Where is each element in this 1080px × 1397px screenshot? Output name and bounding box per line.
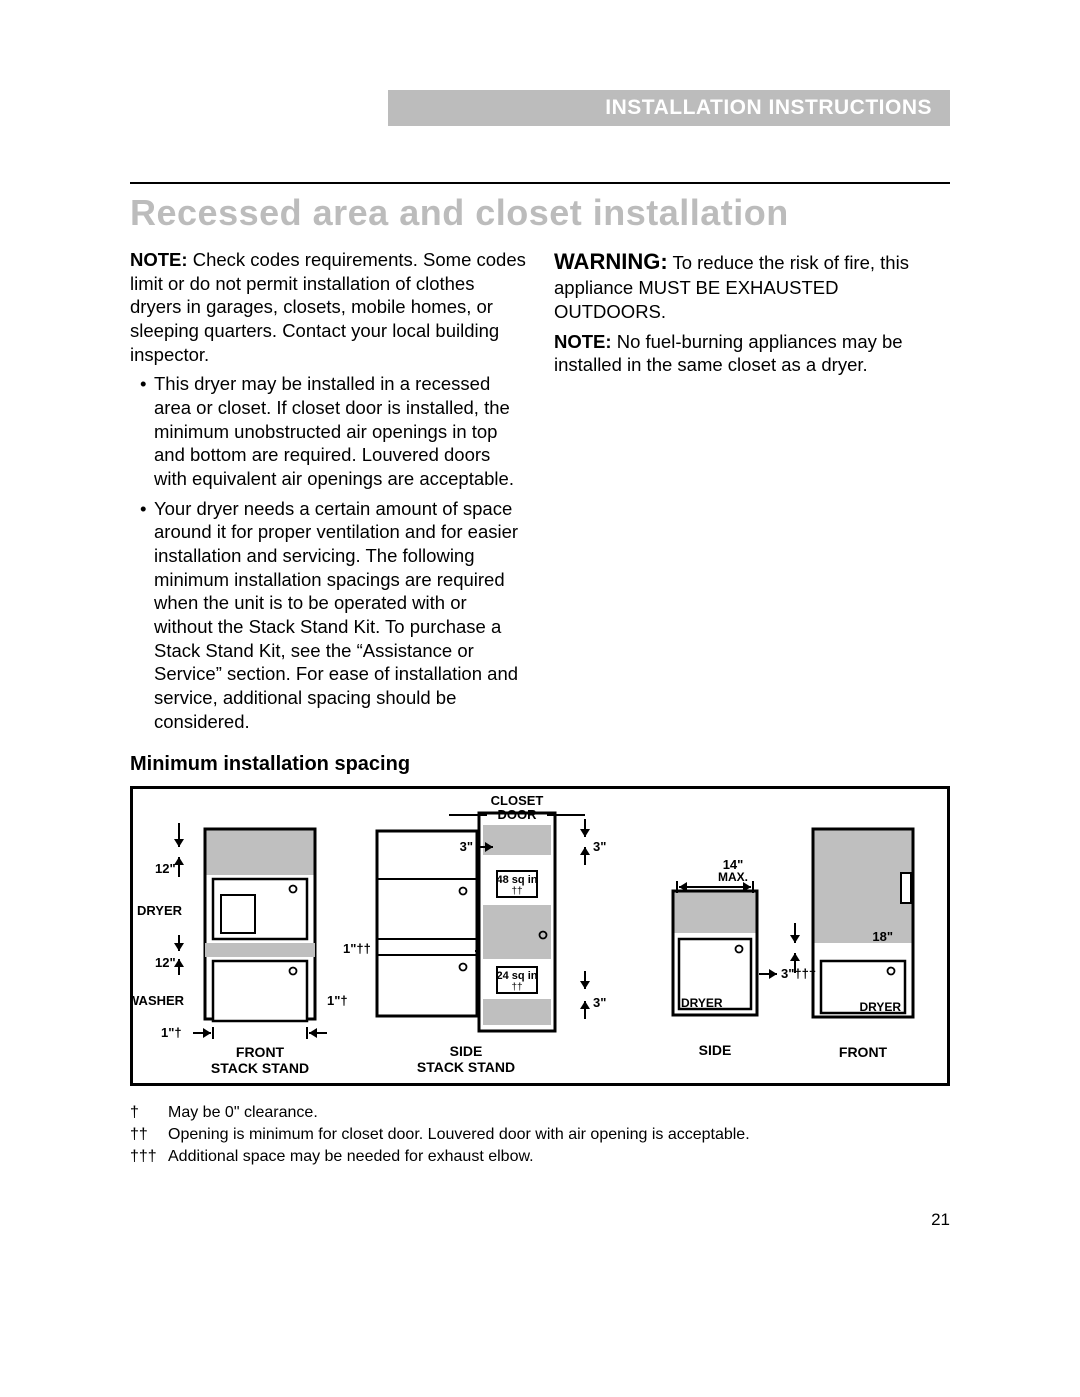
warning-prefix: WARNING: bbox=[554, 249, 668, 274]
svg-text:18": 18" bbox=[872, 929, 893, 944]
bullet-list: This dryer may be installed in a recesse… bbox=[130, 372, 526, 733]
svg-text:DRYER: DRYER bbox=[137, 903, 183, 918]
left-note: NOTE: Check codes requirements. Some cod… bbox=[130, 248, 526, 366]
note-prefix: NOTE: bbox=[554, 331, 612, 352]
right-note: NOTE: No fuel-burning appliances may be … bbox=[554, 330, 950, 377]
columns: NOTE: Check codes requirements. Some cod… bbox=[130, 248, 950, 739]
bullet-item: Your dryer needs a certain amount of spa… bbox=[140, 497, 526, 734]
svg-text:3": 3" bbox=[593, 839, 606, 854]
diagram-svg: 12"DRYER12"WASHER1"†1"†FRONTSTACK STAND1… bbox=[133, 789, 947, 1083]
spacing-diagram: 12"DRYER12"WASHER1"†1"†FRONTSTACK STAND1… bbox=[130, 786, 950, 1086]
svg-text:SIDE: SIDE bbox=[699, 1042, 732, 1058]
footnote-row: † May be 0" clearance. bbox=[130, 1102, 950, 1124]
svg-text:12": 12" bbox=[155, 861, 176, 876]
right-column: WARNING: To reduce the risk of fire, thi… bbox=[554, 248, 950, 739]
footnotes: † May be 0" clearance. †† Opening is min… bbox=[130, 1102, 950, 1167]
svg-text:WASHER: WASHER bbox=[133, 993, 185, 1008]
footnote-symbol: †† bbox=[130, 1124, 168, 1146]
page-title: Recessed area and closet installation bbox=[130, 192, 970, 234]
footnote-symbol: † bbox=[130, 1102, 168, 1124]
svg-text:STACK STAND: STACK STAND bbox=[417, 1059, 515, 1075]
footnote-text: Opening is minimum for closet door. Louv… bbox=[168, 1124, 750, 1146]
svg-text:3"†††: 3"††† bbox=[781, 966, 816, 981]
svg-text:12": 12" bbox=[155, 955, 176, 970]
footnote-text: May be 0" clearance. bbox=[168, 1102, 318, 1124]
subheading: Minimum installation spacing bbox=[130, 753, 970, 776]
svg-text:SIDE: SIDE bbox=[450, 1043, 483, 1059]
svg-text:1"†: 1"† bbox=[161, 1025, 182, 1040]
left-column: NOTE: Check codes requirements. Some cod… bbox=[130, 248, 526, 739]
footnote-row: ††† Additional space may be needed for e… bbox=[130, 1146, 950, 1168]
svg-text:MAX.: MAX. bbox=[718, 870, 748, 884]
footnote-row: †† Opening is minimum for closet door. L… bbox=[130, 1124, 950, 1146]
svg-text:FRONT: FRONT bbox=[236, 1044, 285, 1060]
footnote-text: Additional space may be needed for exhau… bbox=[168, 1146, 534, 1168]
svg-text:48 sq in: 48 sq in bbox=[497, 874, 538, 886]
divider bbox=[130, 182, 950, 184]
svg-text:DOOR: DOOR bbox=[498, 807, 538, 822]
svg-text:DRYER: DRYER bbox=[681, 996, 723, 1010]
footnote-symbol: ††† bbox=[130, 1146, 168, 1168]
svg-text:CLOSET: CLOSET bbox=[491, 793, 544, 808]
svg-text:1"†: 1"† bbox=[327, 993, 348, 1008]
svg-text:24 sq in: 24 sq in bbox=[497, 970, 538, 982]
svg-text:FRONT: FRONT bbox=[839, 1044, 888, 1060]
svg-text:DRYER: DRYER bbox=[859, 1000, 901, 1014]
page-number: 21 bbox=[931, 1210, 950, 1230]
svg-text:STACK STAND: STACK STAND bbox=[211, 1060, 309, 1076]
warning: WARNING: To reduce the risk of fire, thi… bbox=[554, 248, 950, 324]
svg-text:1"††: 1"†† bbox=[343, 941, 371, 956]
bullet-item: This dryer may be installed in a recesse… bbox=[140, 372, 526, 490]
svg-text:††: †† bbox=[511, 886, 522, 897]
note-text: Check codes requirements. Some codes lim… bbox=[130, 249, 526, 365]
svg-text:††: †† bbox=[511, 982, 522, 993]
svg-text:3": 3" bbox=[593, 995, 606, 1010]
note-prefix: NOTE: bbox=[130, 249, 188, 270]
header-label: INSTALLATION INSTRUCTIONS bbox=[605, 96, 932, 120]
header-bar: INSTALLATION INSTRUCTIONS bbox=[388, 90, 950, 126]
svg-text:3": 3" bbox=[460, 839, 473, 854]
